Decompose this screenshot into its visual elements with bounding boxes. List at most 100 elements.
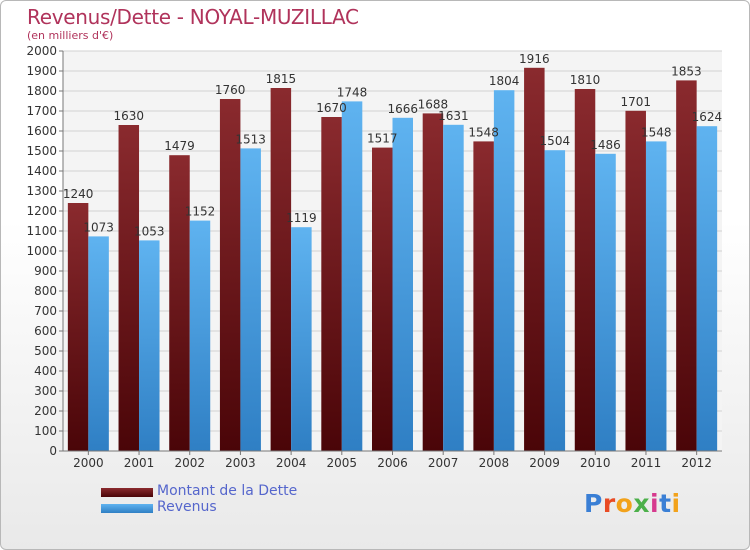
bar-dette	[321, 117, 342, 451]
y-tick-label: 1400	[26, 164, 57, 178]
x-tick-label: 2003	[225, 456, 256, 470]
bar-revenus	[139, 240, 160, 451]
logo-letter: o	[615, 489, 634, 518]
x-tick-label: 2006	[377, 456, 408, 470]
bar-dette	[118, 125, 140, 451]
y-tick-label: 1500	[26, 144, 57, 158]
y-tick-label: 700	[34, 304, 57, 318]
y-tick-label: 100	[34, 424, 57, 438]
y-tick-label: 800	[34, 284, 57, 298]
data-label-revenus: 1513	[235, 132, 266, 146]
data-label-dette: 1815	[266, 72, 297, 86]
x-tick-label: 2000	[73, 456, 104, 470]
chart-title: Revenus/Dette - NOYAL-MUZILLAC	[27, 5, 359, 29]
data-label-dette: 1916	[519, 52, 550, 66]
x-tick-label: 2010	[580, 456, 611, 470]
logo-letter: t	[659, 489, 672, 518]
y-tick-label: 1000	[26, 244, 57, 258]
data-label-revenus: 1486	[590, 138, 621, 152]
y-tick-label: 600	[34, 324, 57, 338]
data-label-dette: 1548	[468, 125, 499, 139]
bar-dette	[67, 203, 89, 451]
x-tick-label: 2009	[529, 456, 560, 470]
bar-revenus	[240, 148, 261, 451]
bar-revenus	[392, 117, 413, 452]
data-label-revenus: 1548	[641, 125, 672, 139]
y-tick-label: 1900	[26, 64, 57, 78]
data-label-revenus: 1748	[337, 85, 368, 99]
logo-letter: x	[633, 489, 650, 518]
legend-label-dette: Montant de la Dette	[157, 483, 298, 499]
legend-swatch-dette	[101, 488, 153, 497]
x-tick-label: 2008	[479, 456, 510, 470]
data-label-revenus: 1073	[83, 220, 114, 234]
data-label-dette: 1810	[570, 73, 601, 87]
bar-dette	[169, 155, 190, 451]
data-label-revenus: 1804	[489, 74, 520, 88]
bar-dette	[219, 99, 241, 451]
y-tick-label: 1200	[26, 204, 57, 218]
y-tick-label: 1800	[26, 84, 57, 98]
data-label-revenus: 1631	[438, 109, 469, 123]
x-tick-label: 2011	[631, 456, 662, 470]
data-label-dette: 1240	[63, 187, 94, 201]
bar-dette	[625, 110, 646, 452]
data-label-dette: 1670	[316, 101, 347, 115]
data-label-dette: 1760	[215, 83, 246, 97]
data-label-revenus: 1119	[286, 211, 317, 225]
y-tick-label: 1100	[26, 224, 57, 238]
data-label-dette: 1630	[114, 109, 145, 123]
bar-revenus	[595, 153, 616, 452]
data-label-dette: 1479	[164, 139, 195, 153]
y-tick-label: 1700	[26, 104, 57, 118]
data-label-dette: 1688	[418, 97, 449, 111]
y-tick-label: 200	[34, 404, 57, 418]
x-tick-label: 2007	[428, 456, 459, 470]
bar-dette	[524, 67, 545, 452]
legend-label-revenus: Revenus	[157, 499, 217, 515]
proxiti-logo: Proxiti	[584, 489, 681, 518]
bar-revenus	[189, 220, 211, 451]
bar-revenus	[544, 150, 566, 451]
x-tick-label: 2002	[174, 456, 205, 470]
bar-dette	[473, 141, 494, 451]
logo-letter: i	[650, 489, 660, 518]
legend-swatch-revenus	[101, 504, 153, 513]
bar-dette	[270, 88, 292, 451]
logo-letter: r	[602, 489, 616, 518]
x-tick-label: 2001	[124, 456, 155, 470]
y-tick-label: 1300	[26, 184, 57, 198]
data-label-revenus: 1504	[540, 134, 571, 148]
data-label-dette: 1853	[671, 64, 702, 78]
y-tick-label: 0	[49, 444, 57, 458]
x-tick-label: 2004	[276, 456, 307, 470]
bar-dette	[422, 113, 444, 452]
logo-letter: P	[584, 489, 603, 518]
bar-revenus	[341, 101, 363, 452]
bar-revenus	[291, 227, 312, 451]
y-tick-label: 300	[34, 384, 57, 398]
y-tick-label: 900	[34, 264, 57, 278]
bar-revenus	[88, 236, 109, 451]
x-tick-label: 2012	[681, 456, 712, 470]
bar-dette	[676, 80, 697, 452]
y-tick-label: 1600	[26, 124, 57, 138]
data-label-revenus: 1624	[692, 110, 723, 124]
data-label-revenus: 1152	[185, 205, 216, 219]
x-tick-label: 2005	[327, 456, 358, 470]
data-label-revenus: 1053	[134, 224, 165, 238]
bar-revenus	[443, 124, 464, 452]
bar-revenus	[493, 90, 515, 451]
logo-letter: i	[671, 489, 681, 518]
data-label-revenus: 1666	[387, 102, 418, 116]
bar-dette	[574, 89, 596, 451]
chart-subtitle: (en milliers d'€)	[27, 29, 114, 42]
y-tick-label: 2000	[26, 44, 57, 58]
data-label-dette: 1517	[367, 132, 398, 146]
y-tick-label: 500	[34, 344, 57, 358]
bar-revenus	[696, 126, 718, 451]
y-tick-label: 400	[34, 364, 57, 378]
bar-revenus	[645, 141, 667, 451]
